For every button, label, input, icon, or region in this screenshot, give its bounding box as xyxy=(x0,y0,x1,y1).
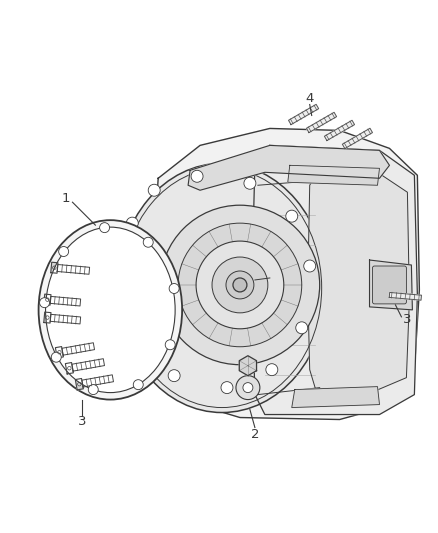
Polygon shape xyxy=(188,146,389,190)
Polygon shape xyxy=(75,378,83,390)
Polygon shape xyxy=(288,165,379,185)
Circle shape xyxy=(165,340,175,350)
Polygon shape xyxy=(62,343,95,355)
Polygon shape xyxy=(325,120,354,141)
Polygon shape xyxy=(82,375,113,387)
Text: 4: 4 xyxy=(306,92,314,105)
Ellipse shape xyxy=(39,220,182,400)
Polygon shape xyxy=(308,168,410,392)
Polygon shape xyxy=(289,104,319,125)
Circle shape xyxy=(243,383,253,393)
Polygon shape xyxy=(239,356,257,376)
Polygon shape xyxy=(44,294,51,305)
Circle shape xyxy=(59,247,69,256)
Circle shape xyxy=(266,364,278,376)
Ellipse shape xyxy=(46,227,175,393)
Circle shape xyxy=(244,177,256,189)
Polygon shape xyxy=(50,314,81,324)
FancyBboxPatch shape xyxy=(372,266,406,304)
Circle shape xyxy=(122,287,134,299)
Polygon shape xyxy=(55,346,64,358)
Polygon shape xyxy=(252,146,417,415)
Polygon shape xyxy=(152,128,419,419)
Circle shape xyxy=(168,370,180,382)
Circle shape xyxy=(143,237,153,247)
Polygon shape xyxy=(50,296,81,306)
Text: 2: 2 xyxy=(251,428,259,441)
Circle shape xyxy=(148,184,160,196)
Circle shape xyxy=(133,379,143,390)
Circle shape xyxy=(221,382,233,393)
Polygon shape xyxy=(307,112,336,133)
Polygon shape xyxy=(72,359,105,371)
Text: 3: 3 xyxy=(403,313,412,326)
Circle shape xyxy=(39,298,49,308)
Text: 1: 1 xyxy=(61,192,70,205)
Polygon shape xyxy=(65,362,74,374)
Polygon shape xyxy=(370,260,413,310)
Circle shape xyxy=(88,385,98,394)
Circle shape xyxy=(236,376,260,400)
Circle shape xyxy=(226,271,254,299)
Circle shape xyxy=(178,223,302,347)
Polygon shape xyxy=(44,312,51,323)
Circle shape xyxy=(212,257,268,313)
Polygon shape xyxy=(57,264,90,274)
Polygon shape xyxy=(51,262,58,273)
Circle shape xyxy=(51,352,61,362)
Circle shape xyxy=(160,205,320,365)
Polygon shape xyxy=(292,386,379,408)
Circle shape xyxy=(126,217,138,229)
Circle shape xyxy=(296,322,308,334)
Circle shape xyxy=(286,210,298,222)
Text: 3: 3 xyxy=(78,415,87,428)
Circle shape xyxy=(134,334,146,346)
Circle shape xyxy=(169,284,179,294)
Circle shape xyxy=(196,241,284,329)
Circle shape xyxy=(191,171,203,182)
Polygon shape xyxy=(343,128,372,149)
Polygon shape xyxy=(389,293,421,300)
Ellipse shape xyxy=(117,163,327,413)
Circle shape xyxy=(99,223,110,232)
Circle shape xyxy=(233,278,247,292)
Circle shape xyxy=(304,260,316,272)
